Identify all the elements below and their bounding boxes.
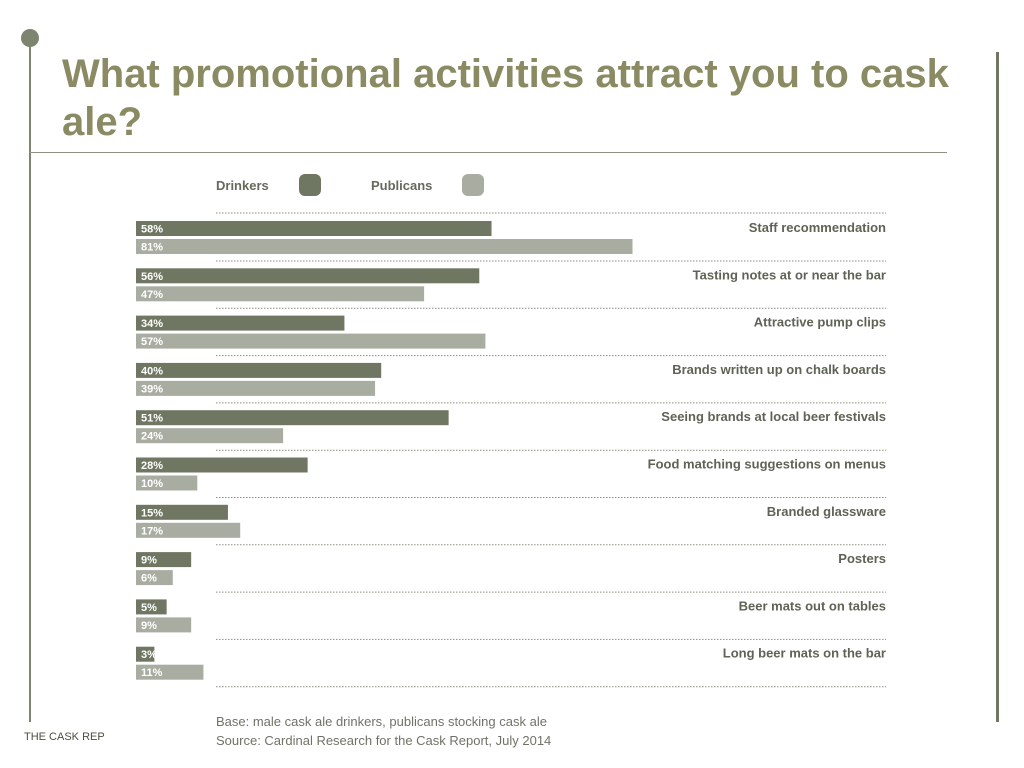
left-accent-line bbox=[29, 38, 31, 722]
category-label-3: Brands written up on chalk boards bbox=[672, 362, 886, 377]
data-label-drinkers-9: 3% bbox=[141, 649, 157, 661]
category-label-7: Posters bbox=[838, 551, 886, 566]
bar-drinkers-4 bbox=[136, 410, 449, 426]
data-label-publicans-7: 6% bbox=[141, 573, 157, 585]
category-label-4: Seeing brands at local beer festivals bbox=[661, 409, 886, 424]
legend-label-publicans: Publicans bbox=[371, 177, 433, 193]
category-label-5: Food matching suggestions on menus bbox=[648, 457, 886, 472]
bar-publicans-9 bbox=[136, 664, 204, 680]
data-label-publicans-8: 9% bbox=[141, 620, 157, 632]
bar-publicans-6 bbox=[136, 522, 241, 538]
data-label-drinkers-1: 56% bbox=[141, 271, 163, 283]
bar-publicans-1 bbox=[136, 286, 425, 302]
data-label-drinkers-8: 5% bbox=[141, 602, 157, 614]
legend-label-drinkers: Drinkers bbox=[216, 177, 269, 193]
category-label-6: Branded glassware bbox=[767, 504, 886, 519]
bar-publicans-8 bbox=[136, 617, 192, 633]
data-label-publicans-3: 39% bbox=[141, 383, 163, 395]
legend-item-drinkers: Drinkers bbox=[216, 172, 321, 198]
data-label-drinkers-6: 15% bbox=[141, 507, 163, 519]
data-label-publicans-2: 57% bbox=[141, 336, 163, 348]
bar-publicans-0 bbox=[136, 239, 633, 254]
footer-brand: THE CASK REP bbox=[24, 731, 105, 743]
bar-drinkers-7 bbox=[136, 552, 192, 568]
base-note: Base: male cask ale drinkers, publicans … bbox=[216, 714, 547, 729]
data-label-drinkers-2: 34% bbox=[141, 318, 163, 330]
bar-publicans-4 bbox=[136, 428, 284, 444]
data-label-publicans-6: 17% bbox=[141, 525, 163, 537]
chart-notes: Base: male cask ale drinkers, publicans … bbox=[216, 712, 551, 750]
data-label-drinkers-7: 9% bbox=[141, 555, 157, 567]
bar-drinkers-0 bbox=[136, 221, 492, 236]
bar-drinkers-3 bbox=[136, 362, 382, 378]
bar-publicans-7 bbox=[136, 570, 173, 586]
bar-drinkers-2 bbox=[136, 315, 345, 331]
bar-publicans-3 bbox=[136, 380, 376, 396]
data-label-publicans-5: 10% bbox=[141, 478, 163, 490]
category-label-0: Staff recommendation bbox=[749, 220, 886, 235]
bar-drinkers-6 bbox=[136, 504, 228, 520]
bar-drinkers-8 bbox=[136, 599, 167, 615]
right-accent-line bbox=[996, 52, 999, 722]
bar-drinkers-1 bbox=[136, 268, 480, 284]
bar-drinkers-9 bbox=[136, 646, 155, 662]
legend-swatch-drinkers bbox=[298, 174, 321, 196]
legend-swatch-publicans bbox=[462, 174, 485, 196]
data-label-publicans-4: 24% bbox=[141, 431, 163, 443]
category-label-8: Beer mats out on tables bbox=[739, 598, 886, 613]
category-label-9: Long beer mats on the bar bbox=[723, 646, 886, 661]
slide-title: What promotional activities attract you … bbox=[62, 52, 949, 144]
data-label-drinkers-5: 28% bbox=[141, 460, 163, 472]
bar-publicans-2 bbox=[136, 333, 486, 349]
bar-drinkers-5 bbox=[136, 457, 308, 473]
data-label-publicans-0: 81% bbox=[141, 242, 163, 254]
data-label-drinkers-3: 40% bbox=[141, 365, 163, 377]
left-accent-dot bbox=[21, 29, 39, 47]
data-label-publicans-9: 11% bbox=[141, 667, 163, 679]
data-label-publicans-1: 47% bbox=[141, 289, 163, 301]
category-label-2: Attractive pump clips bbox=[754, 315, 886, 330]
legend-item-publicans: Publicans bbox=[371, 172, 485, 198]
data-label-drinkers-0: 58% bbox=[141, 224, 163, 236]
source-note: Source: Cardinal Research for the Cask R… bbox=[216, 733, 552, 748]
category-label-1: Tasting notes at or near the bar bbox=[693, 267, 886, 282]
bar-publicans-5 bbox=[136, 475, 198, 491]
title-divider bbox=[29, 152, 947, 153]
data-label-drinkers-4: 51% bbox=[141, 413, 163, 425]
